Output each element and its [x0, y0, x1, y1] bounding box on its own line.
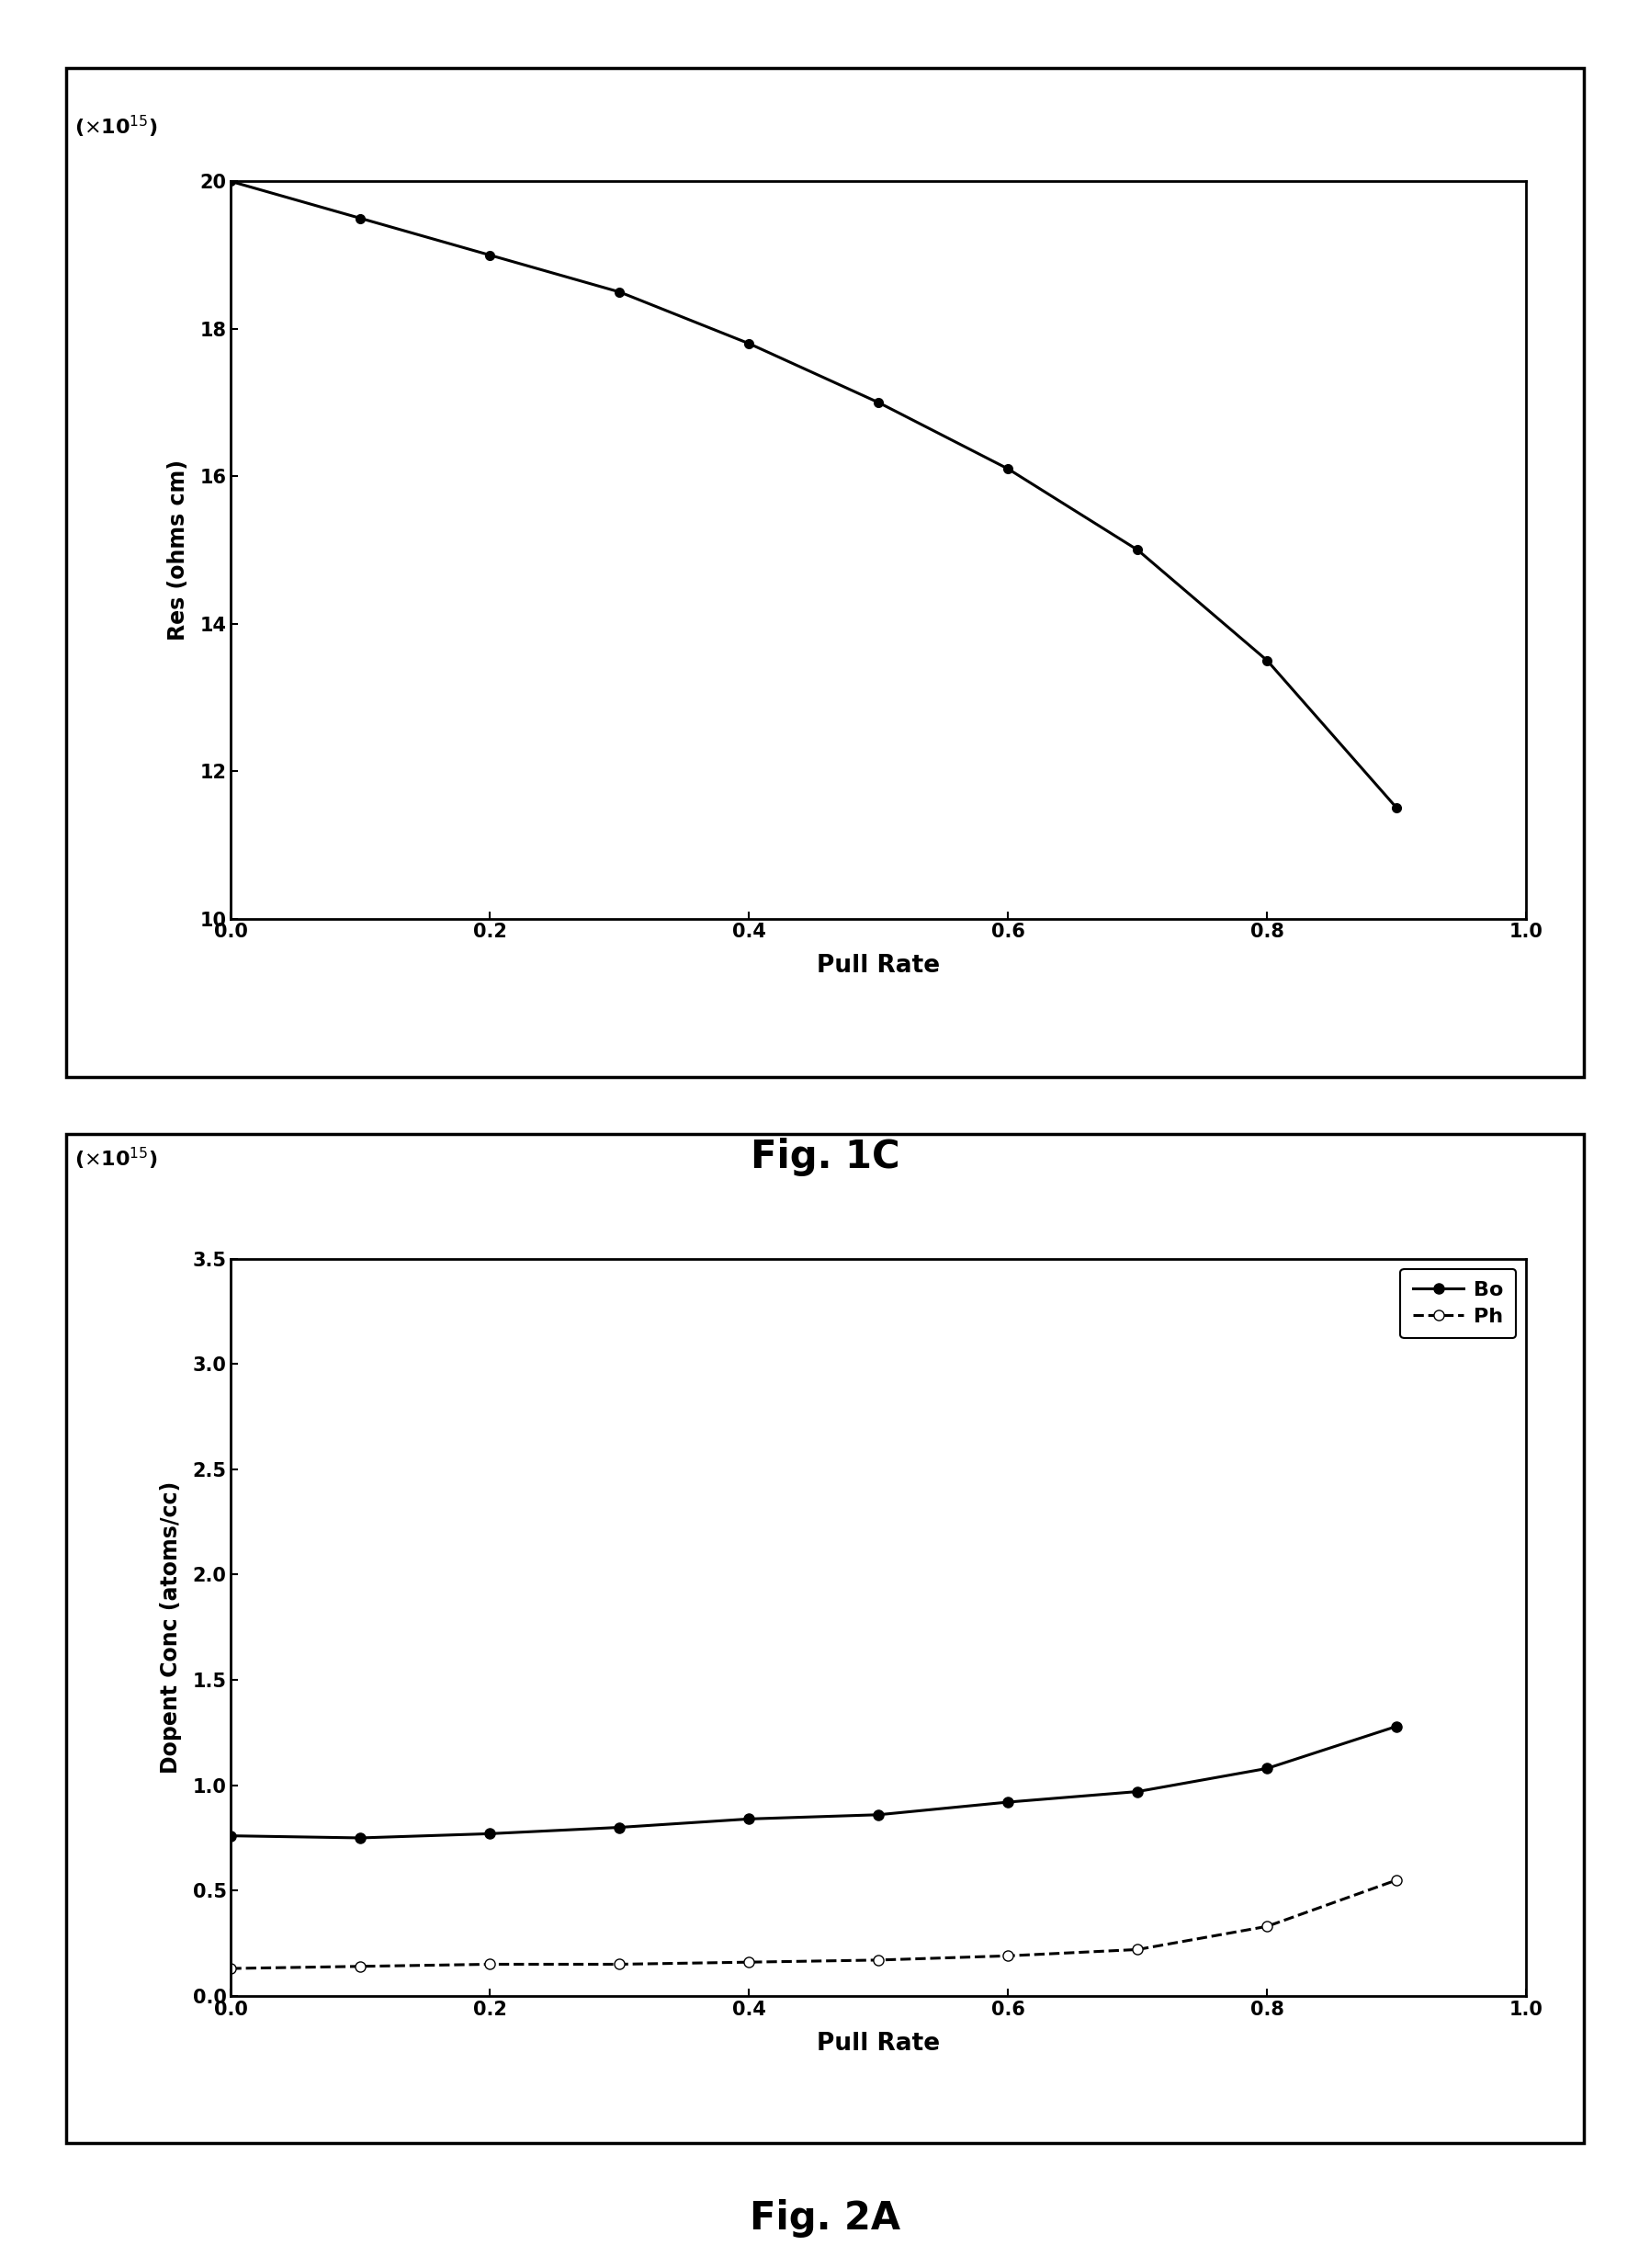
Ph [351, 1953, 371, 1980]
Bo [1257, 1755, 1277, 1783]
Ph [221, 1955, 241, 1982]
X-axis label: Pull Rate: Pull Rate [817, 955, 940, 978]
Bo [610, 1814, 630, 1842]
Ph [1388, 1867, 1407, 1894]
Ph [870, 1946, 889, 1973]
Y-axis label: Res (ohms cm): Res (ohms cm) [168, 460, 190, 640]
Ph [1129, 1937, 1148, 1964]
Text: ($\times$10$^{15}$): ($\times$10$^{15}$) [74, 113, 157, 138]
Ph [1257, 1912, 1277, 1939]
Bo [1388, 1712, 1407, 1740]
Bo [739, 1805, 759, 1833]
Ph [480, 1950, 500, 1978]
Line: Bo: Bo [226, 1721, 1402, 1844]
Bo [221, 1821, 241, 1848]
Ph [739, 1948, 759, 1975]
Bo [480, 1819, 500, 1846]
Legend: Bo, Ph: Bo, Ph [1401, 1270, 1516, 1338]
Text: Fig. 1C: Fig. 1C [751, 1136, 899, 1177]
Y-axis label: Dopent Conc (atoms/cc): Dopent Conc (atoms/cc) [160, 1481, 183, 1774]
Bo [351, 1823, 371, 1851]
Ph [998, 1941, 1018, 1969]
X-axis label: Pull Rate: Pull Rate [817, 2032, 940, 2055]
Bo [870, 1801, 889, 1828]
Line: Ph: Ph [226, 1876, 1402, 1973]
Text: ($\times$10$^{15}$): ($\times$10$^{15}$) [74, 1145, 157, 1170]
Ph [610, 1950, 630, 1978]
Bo [998, 1789, 1018, 1817]
Bo [1129, 1778, 1148, 1805]
Text: Fig. 2A: Fig. 2A [749, 2198, 901, 2239]
